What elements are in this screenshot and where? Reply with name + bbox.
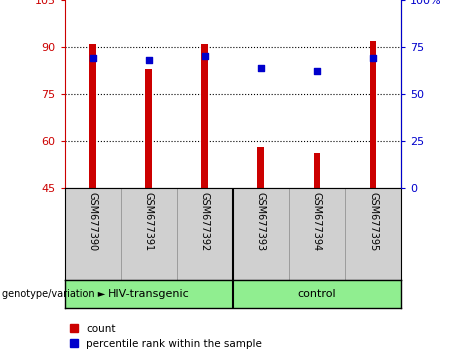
Bar — [370, 41, 376, 188]
Point — [89, 55, 96, 61]
Text: GSM677394: GSM677394 — [312, 192, 322, 251]
Bar — [313, 153, 320, 188]
Text: control: control — [298, 289, 336, 299]
Legend: count, percentile rank within the sample: count, percentile rank within the sample — [70, 324, 262, 349]
Bar — [258, 147, 264, 188]
Text: GSM677395: GSM677395 — [368, 192, 378, 251]
Point — [313, 68, 321, 74]
Text: HIV-transgenic: HIV-transgenic — [108, 289, 189, 299]
Text: GSM677391: GSM677391 — [144, 192, 154, 251]
Text: GSM677392: GSM677392 — [200, 192, 210, 251]
Text: GSM677390: GSM677390 — [88, 192, 98, 251]
Point — [145, 57, 152, 63]
Bar — [201, 44, 208, 188]
Point — [257, 65, 265, 70]
Text: genotype/variation ►: genotype/variation ► — [2, 289, 106, 299]
Point — [201, 53, 208, 59]
Bar — [145, 69, 152, 188]
Point — [369, 55, 377, 61]
Text: GSM677393: GSM677393 — [256, 192, 266, 251]
Bar — [89, 44, 96, 188]
